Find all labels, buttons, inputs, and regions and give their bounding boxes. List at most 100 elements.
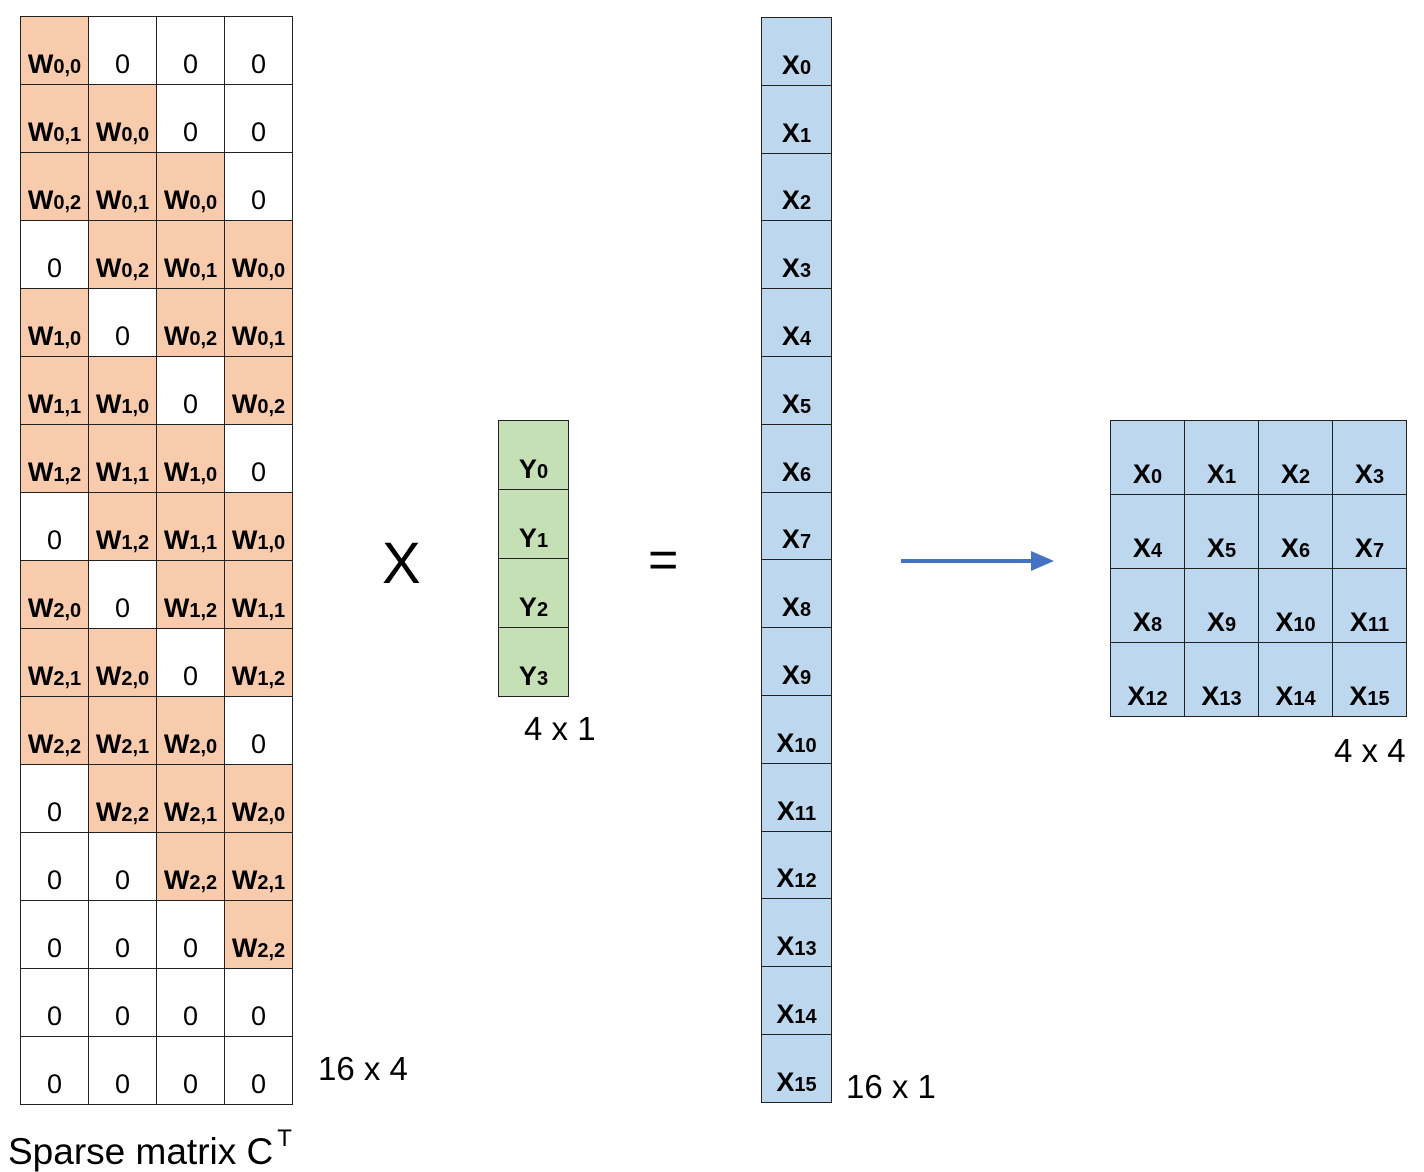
output-grid-cell: X15 <box>1333 643 1407 717</box>
cell-value: W1,0 <box>163 457 218 487</box>
weight-cell: W2,1 <box>225 833 293 901</box>
cell-value: W1,1 <box>27 389 82 419</box>
weight-cell: W2,1 <box>89 697 157 765</box>
cell-value: 0 <box>182 389 199 419</box>
weight-cell: W0,0 <box>89 85 157 153</box>
cell-value: W0,2 <box>27 185 82 215</box>
zero-cell: 0 <box>21 833 89 901</box>
weight-cell: W1,2 <box>21 425 89 493</box>
cell-value: 0 <box>250 49 267 79</box>
weight-cell: W0,0 <box>157 153 225 221</box>
reshape-arrow <box>901 551 1054 571</box>
output-cell: X8 <box>762 560 832 629</box>
cell-value: X0 <box>1132 459 1163 489</box>
output-grid-cell: X7 <box>1333 495 1407 569</box>
zero-cell: 0 <box>89 17 157 85</box>
zero-cell: 0 <box>21 493 89 561</box>
zero-cell: 0 <box>157 969 225 1037</box>
output-cell: X7 <box>762 492 832 561</box>
cell-value: W0,1 <box>163 253 218 283</box>
sparse-matrix-size: 16 x 4 <box>318 1050 408 1087</box>
cell-value: W1,1 <box>95 457 150 487</box>
cell-value: W0,0 <box>27 49 82 79</box>
weight-cell: W0,2 <box>157 289 225 357</box>
output-cell: X12 <box>762 831 832 900</box>
cell-value: 0 <box>250 729 267 759</box>
cell-value: X8 <box>1132 607 1163 637</box>
cell-value: X7 <box>1354 533 1385 563</box>
weight-cell: W2,1 <box>21 629 89 697</box>
cell-value: X10 <box>776 727 817 758</box>
cell-value: X11 <box>776 795 817 826</box>
cell-value: W2,2 <box>27 729 82 759</box>
zero-cell: 0 <box>157 17 225 85</box>
weight-cell: W0,0 <box>21 17 89 85</box>
cell-value: X2 <box>1280 459 1311 489</box>
output-grid-cell: X3 <box>1333 421 1407 495</box>
weight-cell: W1,1 <box>21 357 89 425</box>
zero-cell: 0 <box>21 901 89 969</box>
zero-cell: 0 <box>89 561 157 629</box>
cell-value: W1,2 <box>95 525 150 555</box>
weight-cell: W1,0 <box>89 357 157 425</box>
output-grid-cell: X12 <box>1111 643 1185 717</box>
cell-value: X13 <box>1201 681 1242 711</box>
zero-cell: 0 <box>225 153 293 221</box>
input-cell: Y3 <box>499 628 569 697</box>
cell-value: W2,2 <box>163 865 218 895</box>
cell-value: 0 <box>182 117 199 147</box>
output-grid-cell: X8 <box>1111 569 1185 643</box>
weight-cell: W1,0 <box>21 289 89 357</box>
cell-value: 0 <box>114 1001 131 1031</box>
cell-value: W0,2 <box>163 321 218 351</box>
zero-cell: 0 <box>157 901 225 969</box>
cell-value: 0 <box>250 457 267 487</box>
zero-cell: 0 <box>225 85 293 153</box>
output-grid-cell: X13 <box>1185 643 1259 717</box>
sparse-matrix: W0,0 0 0 0 W0,1 W0,0 0 0 W0,2 W0,1 W0,0 0 0 W0,2 W0,1 W… <box>20 16 293 1105</box>
cell-value: 0 <box>114 1069 131 1099</box>
output-cell: X0 <box>762 18 832 86</box>
cell-value: 0 <box>114 321 131 351</box>
weight-cell: W1,1 <box>89 425 157 493</box>
weight-cell: W1,2 <box>157 561 225 629</box>
zero-cell: 0 <box>225 697 293 765</box>
transpose-superscript: T <box>277 1125 292 1152</box>
cell-value: 0 <box>46 1069 63 1099</box>
weight-cell: W1,0 <box>157 425 225 493</box>
cell-value: 0 <box>114 49 131 79</box>
cell-value: X15 <box>1349 681 1390 711</box>
cell-value: X6 <box>781 456 812 487</box>
cell-value: W0,1 <box>27 117 82 147</box>
output-cell: X14 <box>762 967 832 1035</box>
cell-value: X3 <box>781 253 812 284</box>
cell-value: 0 <box>114 933 131 963</box>
cell-value: W2,2 <box>95 797 150 827</box>
weight-cell: W2,2 <box>21 697 89 765</box>
weight-cell: W2,1 <box>157 765 225 833</box>
arrow-head <box>1031 551 1054 571</box>
cell-value: W0,2 <box>231 389 286 419</box>
cell-value: 0 <box>46 865 63 895</box>
cell-value: 0 <box>46 933 63 963</box>
output-grid-size: 4 x 4 <box>1334 732 1406 769</box>
weight-cell: W1,0 <box>225 493 293 561</box>
cell-value: W1,0 <box>27 321 82 351</box>
cell-value: 0 <box>46 253 63 283</box>
cell-value: 0 <box>46 525 63 555</box>
output-grid-cell: X14 <box>1259 643 1333 717</box>
zero-cell: 0 <box>21 765 89 833</box>
cell-value: X7 <box>781 524 812 555</box>
input-cell: Y2 <box>499 559 569 628</box>
equals-symbol: = <box>648 531 679 589</box>
cell-value: 0 <box>250 1069 267 1099</box>
cell-value: W1,2 <box>163 593 218 623</box>
cell-value: W1,2 <box>231 661 286 691</box>
cell-value: W1,1 <box>231 593 286 623</box>
cell-value: W1,0 <box>231 525 286 555</box>
weight-cell: W0,1 <box>225 289 293 357</box>
cell-value: W1,0 <box>95 389 150 419</box>
weight-cell: W0,2 <box>21 153 89 221</box>
cell-value: Y0 <box>518 454 549 484</box>
weight-cell: W1,1 <box>157 493 225 561</box>
